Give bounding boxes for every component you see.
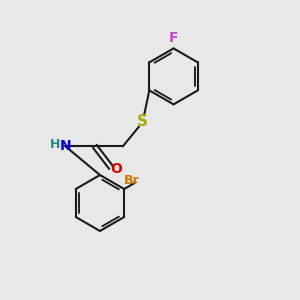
Text: N: N: [60, 139, 71, 153]
Text: S: S: [136, 114, 148, 129]
Text: O: O: [110, 162, 122, 176]
Text: H: H: [50, 138, 60, 151]
Text: Br: Br: [123, 174, 139, 188]
Text: F: F: [169, 31, 178, 45]
